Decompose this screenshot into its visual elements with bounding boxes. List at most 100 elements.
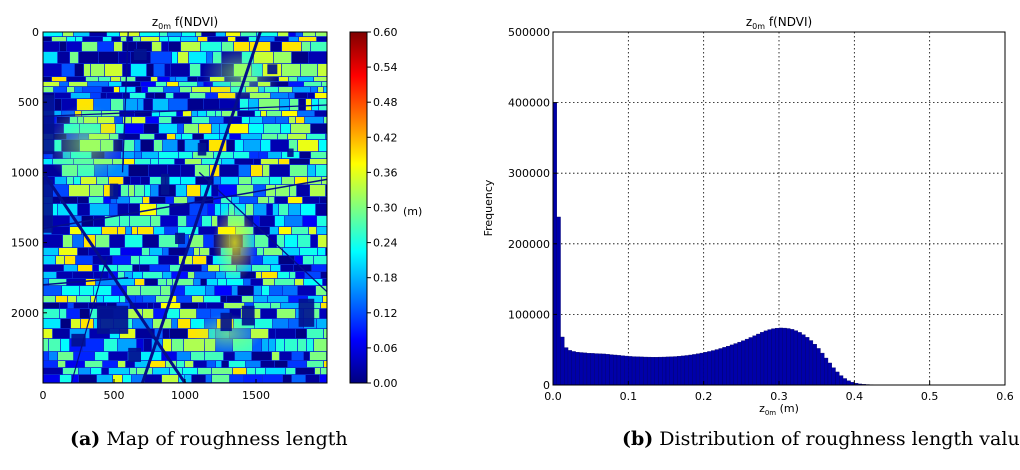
histogram-bar: [665, 356, 670, 386]
map-x-tick-label: 1000: [171, 389, 199, 402]
histogram-x-tick-label: 0.2: [695, 390, 713, 403]
histogram-bar: [752, 335, 757, 386]
histogram-bar: [718, 348, 723, 386]
histogram-bar: [586, 353, 591, 386]
map-highlights: [45, 46, 282, 354]
histogram-bar: [759, 332, 765, 386]
histogram-bar: [560, 336, 565, 386]
histogram-bar: [771, 328, 776, 386]
colorbar-unit: (m): [403, 205, 422, 218]
figure-canvas: z0m f(NDVI) 0 500 1000 1500 0 500 1000 1500 200…: [11, 15, 1014, 417]
histogram-y-tick-label: 400000: [508, 97, 550, 110]
histogram-bar: [703, 352, 708, 386]
histogram-bar: [756, 333, 761, 386]
histogram-bar: [688, 354, 693, 386]
histogram-bar: [824, 357, 829, 386]
histogram-bar: [582, 352, 588, 386]
histogram-x-tick-label: 0.3: [770, 390, 788, 403]
histogram-bar: [631, 356, 637, 386]
histogram-x-label: z0m (m): [759, 402, 799, 417]
histogram-y-tick-label: 200000: [508, 238, 550, 251]
histogram-bar: [575, 351, 580, 386]
histogram-bar: [571, 351, 576, 386]
histogram-bar: [567, 350, 573, 386]
histogram-bar: [797, 332, 802, 386]
histogram-y-label: Frequency: [482, 179, 495, 236]
histogram-x-tick-label: 0.1: [620, 390, 638, 403]
histogram-bar: [662, 356, 667, 386]
histogram-y-axis: 0 100000 200000 300000 400000 500000: [508, 26, 557, 392]
map-x-axis: 0 500 1000 1500: [40, 379, 270, 402]
histogram-x-tick-label: 0.6: [996, 390, 1014, 403]
histogram-bar: [590, 353, 595, 386]
caption-a-text: Map of roughness length: [100, 428, 348, 450]
histogram-x-axis: 0.0 0.1 0.2 0.3 0.4 0.5 0.6: [544, 381, 1014, 403]
histogram-bar: [744, 338, 750, 386]
histogram-bar: [628, 356, 633, 386]
histogram-bar: [767, 329, 772, 386]
histogram-bar: [812, 344, 817, 386]
map-panel: z0m f(NDVI) 0 500 1000 1500 0 500 1000 1500 200…: [11, 15, 328, 402]
histogram-bar: [692, 354, 697, 386]
map-y-tick-label: 2000: [11, 307, 39, 320]
histogram-bar: [831, 367, 836, 386]
histogram-bar: [729, 344, 734, 386]
histogram-bar: [635, 356, 640, 386]
histogram-bar: [639, 356, 644, 386]
histogram-bars: [552, 102, 912, 386]
caption-b-text: Distribution of roughness length values: [653, 428, 1020, 450]
histogram-bar: [654, 357, 659, 386]
histogram-y-tick-label: 100000: [508, 308, 550, 321]
map-field-parcels: [43, 32, 327, 383]
colorbar: 0.00 0.06 0.12 0.18 0.24 0.30 0.36 0.42 0.48 0.54…: [349, 26, 422, 390]
histogram-grid: [553, 32, 1005, 385]
histogram-bar: [808, 340, 814, 386]
histogram-bar: [726, 345, 731, 386]
histogram-bar: [842, 378, 847, 386]
histogram-bar: [620, 355, 625, 386]
map-x-tick-label: 0: [40, 389, 47, 402]
colorbar-tick-label: 0.54: [373, 61, 398, 74]
histogram-bar: [609, 354, 614, 386]
colorbar-tick-label: 0.12: [373, 307, 398, 320]
histogram-bar: [643, 356, 648, 386]
histogram-bar: [820, 352, 825, 386]
histogram-bar: [695, 353, 701, 386]
colorbar-tick-label: 0.42: [373, 131, 398, 144]
map-x-tick-label: 500: [104, 389, 125, 402]
map-x-tick-label: 1500: [242, 389, 270, 402]
histogram-bar: [594, 353, 599, 386]
histogram-bar: [763, 330, 768, 386]
colorbar-tick-label: 0.18: [373, 272, 398, 285]
histogram-bar: [816, 348, 821, 386]
histogram-x-tick-label: 0.4: [846, 390, 864, 403]
histogram-bar: [778, 327, 783, 386]
map-y-tick-label: 0: [32, 26, 39, 39]
histogram-bar: [556, 216, 561, 386]
caption-a: (a) Map of roughness length: [70, 428, 348, 450]
histogram-bar: [733, 343, 738, 386]
caption-b-label: (b): [622, 428, 654, 450]
map-y-tick-label: 1500: [11, 237, 39, 250]
histogram-bar: [722, 347, 727, 386]
histogram-bar: [699, 352, 704, 386]
map-raster: [43, 32, 327, 383]
histogram-bar: [564, 347, 569, 386]
histogram-bar: [579, 352, 584, 386]
histogram-bar: [827, 362, 832, 386]
histogram-bar: [835, 371, 840, 386]
map-y-tick-label: 1000: [11, 166, 39, 179]
histogram-title: z0m f(NDVI): [746, 15, 812, 31]
map-y-axis: 0 500 1000 1500 2000: [11, 26, 47, 320]
histogram-bar: [707, 351, 712, 386]
histogram-y-tick-label: 300000: [508, 167, 550, 180]
colorbar-tick-label: 0.36: [373, 166, 398, 179]
histogram-bar: [805, 337, 810, 386]
histogram-bar: [673, 356, 678, 386]
caption-b: (b) Distribution of roughness length val…: [622, 428, 1020, 450]
histogram-bar: [801, 334, 806, 386]
colorbar-tick-label: 0.24: [373, 237, 398, 250]
histogram-bar: [737, 341, 742, 386]
colorbar-ticks: 0.00 0.06 0.12 0.18 0.24 0.30 0.36 0.42 0.48 0.54…: [367, 26, 398, 390]
map-title: z0m f(NDVI): [152, 15, 218, 31]
